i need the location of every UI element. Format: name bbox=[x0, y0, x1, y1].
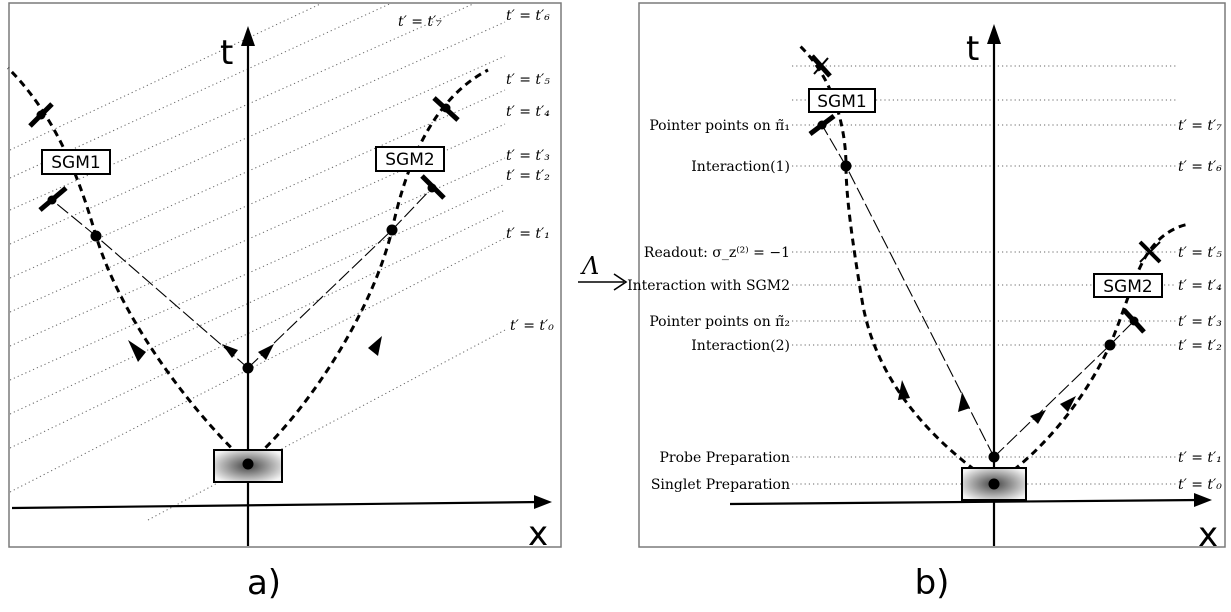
t4-label: t′ = t′₄ bbox=[506, 104, 550, 120]
interaction2-event bbox=[1104, 339, 1116, 351]
t1-label: t′ = t′₁ bbox=[506, 226, 550, 242]
interaction1-label: Interaction(1) bbox=[691, 159, 790, 175]
t1-label: t′ = t′₁ bbox=[1178, 450, 1222, 466]
sgm1-label: SGM1 bbox=[51, 153, 100, 173]
panel-a-frame bbox=[8, 2, 562, 548]
pointer1-line bbox=[51, 199, 97, 237]
t4-label: t′ = t′₄ bbox=[1178, 278, 1222, 294]
t-axis-label: t bbox=[966, 29, 979, 69]
probe-preparation-label: Probe Preparation bbox=[659, 450, 790, 466]
interaction2-event bbox=[386, 224, 398, 236]
arrow-icon bbox=[128, 340, 146, 362]
arrow-icon bbox=[368, 336, 382, 356]
probe1-line bbox=[95, 235, 249, 369]
arrow-icon bbox=[222, 344, 238, 358]
t5-label: t′ = t′₅ bbox=[1178, 245, 1222, 261]
pointer2-line bbox=[391, 187, 433, 231]
t2-label: t′ = t′₂ bbox=[1178, 338, 1222, 354]
probe2-line bbox=[247, 229, 393, 369]
panel-b-caption: b) bbox=[915, 563, 950, 603]
sgm2-label: SGM2 bbox=[385, 150, 434, 170]
t5-label: t′ = t′₅ bbox=[506, 72, 550, 88]
t0-label: t′ = t′₀ bbox=[1178, 477, 1222, 493]
t-axis-label: t bbox=[220, 33, 233, 73]
probe1-line bbox=[845, 165, 995, 458]
pointer2-label: Pointer points on π̃₂ bbox=[649, 314, 790, 330]
singlet-event bbox=[988, 478, 1000, 490]
panel-b: t x SGM1 SGM2 bbox=[627, 2, 1226, 603]
x-axis bbox=[11, 500, 541, 510]
probe2-line bbox=[993, 344, 1111, 458]
x-axis-arrowhead bbox=[1194, 493, 1212, 507]
x-axis bbox=[729, 498, 1201, 506]
probe-event bbox=[242, 362, 254, 374]
t6-label: t′ = t′₆ bbox=[506, 8, 550, 24]
probe-event bbox=[988, 451, 1000, 463]
interaction1-event bbox=[90, 230, 102, 242]
x-axis-arrowhead bbox=[534, 495, 552, 509]
arrow-icon bbox=[258, 344, 274, 360]
sgm1-label: SGM1 bbox=[817, 92, 866, 112]
particle1-trajectory bbox=[6, 66, 250, 466]
t-axis-arrowhead bbox=[987, 24, 1001, 44]
singlet-preparation-label: Singlet Preparation bbox=[651, 477, 790, 493]
t-axis-arrowhead bbox=[241, 26, 255, 46]
t3-label: t′ = t′₃ bbox=[1178, 314, 1222, 330]
singlet-source-box bbox=[213, 449, 283, 483]
pointer1-line bbox=[821, 124, 847, 167]
interaction2-label: Interaction(2) bbox=[691, 338, 790, 354]
sgm2-label: SGM2 bbox=[1103, 277, 1152, 297]
panel-b-frame bbox=[638, 2, 1226, 548]
singlet-event bbox=[242, 458, 254, 470]
panel-a: t x SGM1 SGM2 bbox=[6, 2, 562, 603]
sgm2-box bbox=[375, 146, 445, 172]
arrow-icon bbox=[1030, 410, 1046, 424]
interaction1-event bbox=[840, 160, 852, 172]
readout-label: Readout: σ_z⁽²⁾ = −1 bbox=[644, 245, 790, 261]
particle2-trajectory bbox=[993, 222, 1191, 486]
interaction-sgm2-label: Interaction with SGM2 bbox=[627, 278, 790, 294]
t2-label: t′ = t′₂ bbox=[506, 168, 550, 184]
lambda-symbol: Λ bbox=[580, 252, 599, 280]
x-axis-label: x bbox=[1198, 515, 1218, 555]
t6-label: t′ = t′₆ bbox=[1178, 159, 1222, 175]
pointer1-label: Pointer points on π̃₁ bbox=[649, 118, 790, 134]
panel-a-caption: a) bbox=[247, 563, 281, 603]
sgm1-box bbox=[808, 88, 876, 113]
arrow-icon bbox=[1060, 396, 1076, 412]
sgm1-box bbox=[41, 149, 111, 175]
lambda-transform: Λ bbox=[578, 252, 628, 291]
t0-label: t′ = t′₀ bbox=[510, 318, 554, 334]
panel-a-simultaneity-lines bbox=[10, 4, 506, 521]
arrow-icon bbox=[958, 392, 970, 412]
arrow-icon bbox=[898, 380, 910, 400]
sgm2-box bbox=[1093, 273, 1163, 298]
pointer2-line bbox=[1109, 320, 1135, 346]
t3-label: t′ = t′₃ bbox=[506, 148, 550, 164]
transform-arrow-icon bbox=[613, 273, 628, 291]
particle2-trajectory bbox=[247, 68, 489, 466]
t7-label: t′ = t′₇ bbox=[398, 14, 442, 30]
x-axis-label: x bbox=[528, 514, 548, 554]
t7-label: t′ = t′₇ bbox=[1178, 118, 1222, 134]
